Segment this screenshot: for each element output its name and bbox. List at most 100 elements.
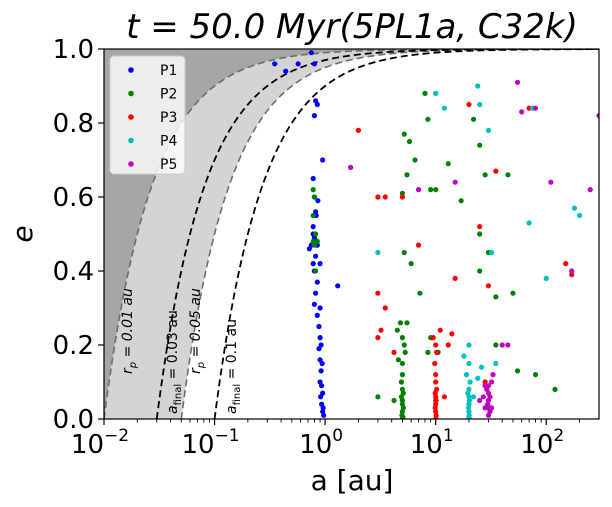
legend-marker-p3 bbox=[128, 114, 134, 120]
point-p3 bbox=[434, 349, 440, 355]
legend-label-p1: P1 bbox=[160, 63, 177, 79]
point-p1 bbox=[319, 383, 325, 389]
point-p2 bbox=[493, 294, 499, 300]
legend-box bbox=[109, 55, 186, 175]
point-p2 bbox=[313, 268, 319, 274]
point-p1 bbox=[317, 261, 323, 267]
point-p1 bbox=[319, 360, 325, 367]
point-p4 bbox=[433, 90, 439, 96]
annotation-rp-005: rp = 0.05 au bbox=[188, 288, 207, 374]
point-p1 bbox=[317, 305, 323, 311]
point-p2 bbox=[391, 397, 397, 404]
point-p2 bbox=[399, 416, 405, 419]
point-p1 bbox=[308, 50, 314, 56]
point-p1 bbox=[320, 157, 326, 163]
point-p3 bbox=[433, 416, 439, 419]
point-p5 bbox=[348, 164, 354, 170]
point-p2 bbox=[552, 386, 558, 392]
point-p4 bbox=[526, 220, 532, 226]
legend-label-p2: P2 bbox=[160, 87, 177, 103]
point-p2 bbox=[510, 290, 516, 296]
point-p5 bbox=[482, 405, 488, 411]
point-p2 bbox=[404, 320, 410, 326]
point-p4 bbox=[470, 394, 477, 400]
y-axis-ticks: 0.0 0.2 0.4 0.6 0.8 1.0 bbox=[53, 35, 104, 435]
svg-text:rp = 0.05 au: rp = 0.05 au bbox=[188, 288, 207, 374]
point-p2 bbox=[395, 357, 401, 363]
point-p1 bbox=[335, 283, 341, 289]
point-p4 bbox=[475, 375, 481, 381]
point-p5 bbox=[488, 405, 495, 411]
point-p4 bbox=[466, 409, 472, 415]
point-p2 bbox=[402, 349, 408, 355]
point-p3 bbox=[391, 349, 397, 355]
point-p1 bbox=[314, 312, 320, 318]
legend-marker-p5 bbox=[128, 161, 134, 167]
point-p4 bbox=[478, 364, 485, 370]
point-p4 bbox=[467, 379, 473, 385]
point-p3 bbox=[493, 168, 499, 174]
point-p3 bbox=[433, 372, 439, 378]
point-p2 bbox=[375, 394, 381, 400]
annotation-rp-001: rp = 0.01 au bbox=[120, 288, 139, 374]
point-p3 bbox=[437, 327, 443, 333]
point-p4 bbox=[475, 83, 481, 89]
point-p5 bbox=[485, 412, 492, 418]
svg-text:rp = 0.01 au: rp = 0.01 au bbox=[120, 288, 139, 374]
point-p2 bbox=[482, 172, 488, 178]
point-p3 bbox=[375, 290, 381, 296]
point-p1 bbox=[315, 198, 321, 204]
point-p1 bbox=[317, 335, 323, 341]
point-p3 bbox=[441, 394, 448, 400]
point-p1 bbox=[272, 61, 278, 67]
point-p2 bbox=[310, 212, 316, 219]
point-p2 bbox=[397, 320, 404, 326]
point-p4 bbox=[485, 127, 492, 133]
point-p1 bbox=[311, 113, 318, 119]
point-p2 bbox=[477, 231, 483, 237]
curve-005 bbox=[180, 49, 599, 419]
point-p3 bbox=[355, 127, 362, 133]
point-p1 bbox=[311, 61, 318, 67]
point-p2 bbox=[399, 190, 405, 196]
legend-marker-p1 bbox=[128, 67, 134, 73]
point-p3 bbox=[430, 335, 436, 341]
point-p2 bbox=[401, 131, 407, 137]
point-p3 bbox=[378, 327, 384, 333]
point-p2 bbox=[412, 157, 418, 163]
legend-marker-p4 bbox=[128, 137, 134, 144]
y-tick-label: 0.6 bbox=[53, 183, 94, 213]
point-p2 bbox=[404, 172, 410, 178]
point-p2 bbox=[399, 335, 405, 341]
point-p3 bbox=[399, 194, 405, 200]
point-p2 bbox=[477, 142, 483, 148]
point-p2 bbox=[470, 116, 477, 122]
point-p4 bbox=[461, 353, 467, 359]
plot-frame bbox=[103, 48, 600, 420]
point-p2 bbox=[505, 172, 511, 178]
y-tick-label: 0.4 bbox=[53, 257, 94, 287]
point-p2 bbox=[311, 194, 318, 200]
point-p5 bbox=[548, 179, 554, 185]
point-p1 bbox=[314, 279, 320, 285]
point-p2 bbox=[433, 187, 439, 193]
point-p5 bbox=[569, 268, 575, 274]
point-p1 bbox=[313, 253, 319, 259]
point-p4 bbox=[441, 105, 448, 111]
point-p1 bbox=[311, 301, 318, 307]
x-tick-label: 10−2 bbox=[71, 426, 129, 460]
point-p3 bbox=[449, 331, 455, 337]
x-axis-label: a [au] bbox=[311, 464, 394, 497]
point-p2 bbox=[417, 290, 423, 296]
point-p2 bbox=[314, 238, 320, 244]
legend: P1 P2 P3 P4 P5 bbox=[109, 55, 186, 175]
point-p5 bbox=[477, 397, 483, 404]
svg-text:afinal = 0.1 au: afinal = 0.1 au bbox=[224, 319, 243, 414]
legend-marker-p2 bbox=[128, 90, 134, 97]
legend-label-p4: P4 bbox=[160, 134, 177, 150]
point-p3 bbox=[477, 224, 483, 230]
y-tick-label: 1.0 bbox=[53, 35, 94, 65]
point-p1 bbox=[310, 224, 316, 230]
point-p2 bbox=[477, 268, 483, 274]
point-p4 bbox=[543, 275, 549, 281]
